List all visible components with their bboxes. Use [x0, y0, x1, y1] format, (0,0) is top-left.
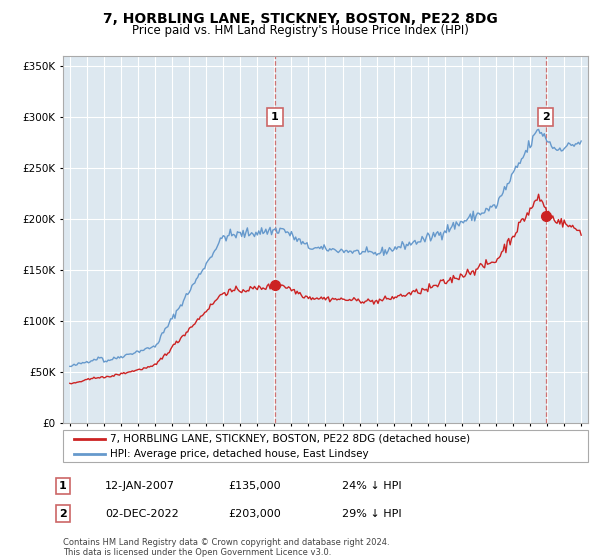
Text: £203,000: £203,000 [228, 508, 281, 519]
Text: 7, HORBLING LANE, STICKNEY, BOSTON, PE22 8DG: 7, HORBLING LANE, STICKNEY, BOSTON, PE22… [103, 12, 497, 26]
Text: 24% ↓ HPI: 24% ↓ HPI [342, 481, 401, 491]
Text: 2: 2 [59, 508, 67, 519]
Text: HPI: Average price, detached house, East Lindsey: HPI: Average price, detached house, East… [110, 449, 369, 459]
Text: 02-DEC-2022: 02-DEC-2022 [105, 508, 179, 519]
Text: Contains HM Land Registry data © Crown copyright and database right 2024.
This d: Contains HM Land Registry data © Crown c… [63, 538, 389, 557]
Text: 12-JAN-2007: 12-JAN-2007 [105, 481, 175, 491]
Text: Price paid vs. HM Land Registry's House Price Index (HPI): Price paid vs. HM Land Registry's House … [131, 24, 469, 36]
Text: £135,000: £135,000 [228, 481, 281, 491]
Text: 29% ↓ HPI: 29% ↓ HPI [342, 508, 401, 519]
Text: 1: 1 [271, 112, 279, 122]
Text: 7, HORBLING LANE, STICKNEY, BOSTON, PE22 8DG (detached house): 7, HORBLING LANE, STICKNEY, BOSTON, PE22… [110, 433, 470, 444]
Text: 1: 1 [59, 481, 67, 491]
Text: 2: 2 [542, 112, 550, 122]
